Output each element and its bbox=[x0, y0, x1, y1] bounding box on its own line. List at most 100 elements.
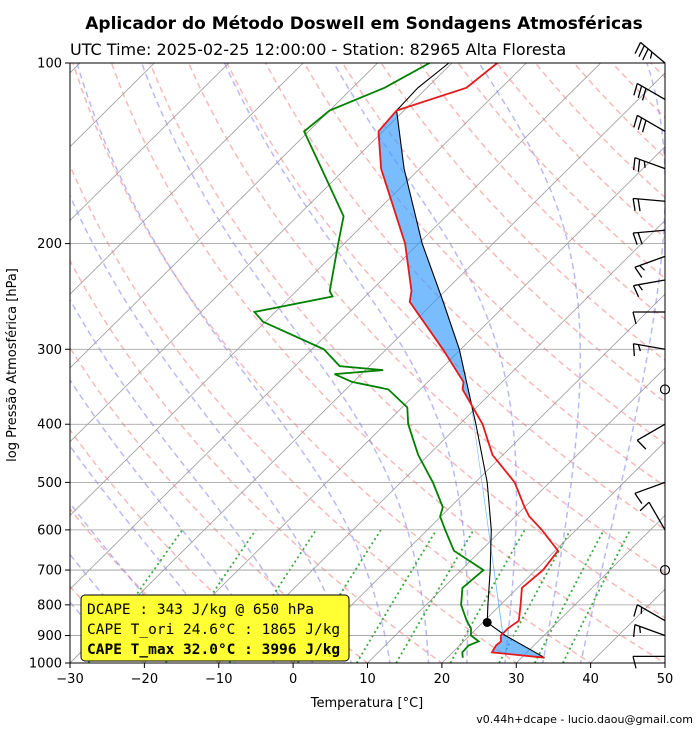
x-tick-label: −20 bbox=[131, 672, 158, 687]
adiabat-lines bbox=[70, 63, 665, 663]
x-tick-label: −10 bbox=[205, 672, 232, 687]
y-tick-label: 200 bbox=[37, 237, 62, 252]
dry-adiabat bbox=[110, 63, 665, 663]
barb-flag bbox=[643, 161, 646, 168]
dry-adiabat bbox=[419, 63, 665, 321]
dry-adiabat bbox=[70, 585, 146, 663]
mixing-ratio-line bbox=[395, 529, 475, 663]
dry-adiabat bbox=[650, 63, 665, 79]
barb-flag bbox=[632, 656, 637, 669]
isotherm bbox=[441, 441, 665, 663]
barb-flag bbox=[637, 232, 643, 245]
x-tick-label: −30 bbox=[56, 672, 83, 687]
barb-flag bbox=[637, 284, 643, 291]
cape-annotation-box: DCAPE : 343 J/kg @ 650 hPa CAPE T_ori 24… bbox=[80, 594, 350, 662]
dry-adiabat bbox=[226, 63, 665, 531]
barb-flag bbox=[637, 198, 641, 212]
dry-adiabat bbox=[70, 428, 295, 663]
y-axis: 1000 900 800 700 600 500 400 300 200 100 bbox=[29, 57, 70, 672]
wind-barb bbox=[636, 423, 666, 450]
moist-adiabat bbox=[76, 63, 391, 663]
moist-adiabat bbox=[70, 298, 314, 663]
calm-wind-barb bbox=[659, 384, 671, 395]
calm-wind-barb bbox=[659, 564, 671, 576]
dry-adiabat bbox=[534, 63, 665, 199]
barb-flag bbox=[632, 157, 636, 171]
y-tick-label: 700 bbox=[37, 564, 62, 579]
mixing-ratio-line bbox=[533, 529, 605, 663]
barb-flag bbox=[637, 117, 643, 130]
moist-adiabat bbox=[579, 63, 665, 663]
y-tick-label: 1000 bbox=[29, 657, 62, 672]
isotherm bbox=[218, 219, 665, 663]
wind-barb bbox=[632, 157, 666, 172]
cape-area bbox=[378, 110, 545, 658]
lcl-marker bbox=[482, 617, 492, 627]
isotherm bbox=[70, 63, 230, 222]
wind-barb bbox=[632, 229, 666, 245]
x-tick-label: 0 bbox=[289, 672, 297, 687]
barb-flag bbox=[632, 198, 636, 211]
mixing-ratio-line bbox=[562, 529, 632, 663]
barb-flag bbox=[633, 83, 638, 96]
isotherm bbox=[292, 293, 665, 663]
moist-adiabat bbox=[70, 193, 353, 663]
chart-subtitle: UTC Time: 2025-02-25 12:00:00 - Station:… bbox=[70, 40, 566, 59]
isotherm bbox=[515, 514, 665, 663]
wind-barb bbox=[632, 623, 666, 637]
barb-shaft bbox=[633, 229, 666, 234]
barb-flag bbox=[634, 266, 643, 278]
barb-flag bbox=[637, 85, 643, 98]
dry-adiabat bbox=[611, 63, 665, 119]
barb-flag bbox=[632, 624, 636, 637]
wind-barb bbox=[632, 343, 666, 357]
wind-barb bbox=[632, 279, 666, 298]
y-tick-label: 500 bbox=[37, 476, 62, 491]
moist-adiabat bbox=[70, 501, 198, 663]
wind-barb bbox=[634, 41, 666, 64]
barb-shaft bbox=[636, 82, 666, 100]
annotation-background bbox=[80, 594, 350, 662]
y-tick-label: 100 bbox=[37, 57, 62, 72]
isotherm bbox=[664, 662, 665, 663]
dry-adiabat bbox=[70, 163, 518, 663]
barb-shaft bbox=[636, 423, 666, 441]
wind-barb bbox=[633, 604, 666, 622]
barb-flag bbox=[637, 344, 641, 352]
x-tick-label: 20 bbox=[434, 672, 451, 687]
dry-adiabat bbox=[341, 63, 665, 403]
wind-barbs bbox=[632, 41, 671, 669]
x-axis: −30 −20 −10 0 10 20 30 40 50 bbox=[56, 663, 673, 687]
barb-flag bbox=[632, 285, 640, 298]
cape-original-line: CAPE T_ori 24.6°C : 1865 J/kg bbox=[87, 622, 340, 638]
footer-credit: v0.44h+dcape - lucio.daou@gmail.com bbox=[476, 713, 693, 726]
barb-flag bbox=[632, 343, 636, 357]
isotherm bbox=[70, 63, 527, 517]
dry-adiabat bbox=[72, 63, 592, 663]
temperature-line bbox=[377, 63, 560, 659]
moist-adiabat bbox=[70, 444, 237, 663]
barb-flag bbox=[639, 501, 650, 512]
wind-barb bbox=[634, 481, 666, 504]
dcape-line: DCAPE : 343 J/kg @ 650 hPa bbox=[87, 602, 314, 618]
barb-shaft bbox=[634, 481, 666, 494]
x-tick-label: 40 bbox=[582, 672, 599, 687]
wind-barb bbox=[633, 114, 666, 133]
moist-adiabat bbox=[70, 378, 275, 663]
barb-flag bbox=[632, 311, 637, 325]
barb-flag bbox=[633, 604, 638, 617]
moist-adiabat bbox=[223, 63, 469, 663]
dry-adiabat bbox=[303, 63, 665, 445]
barb-flag bbox=[634, 492, 643, 504]
isotherm bbox=[70, 72, 665, 663]
dry-adiabat bbox=[149, 63, 665, 619]
x-tick-label: 30 bbox=[508, 672, 525, 687]
y-tick-label: 600 bbox=[37, 523, 62, 538]
dry-adiabat bbox=[573, 63, 665, 159]
grid-lines bbox=[70, 63, 665, 663]
barb-flag bbox=[641, 120, 647, 133]
barb-flag bbox=[639, 265, 645, 271]
moist-adiabat bbox=[333, 63, 518, 663]
barb-flag bbox=[642, 48, 649, 61]
barb-flag bbox=[638, 45, 645, 58]
